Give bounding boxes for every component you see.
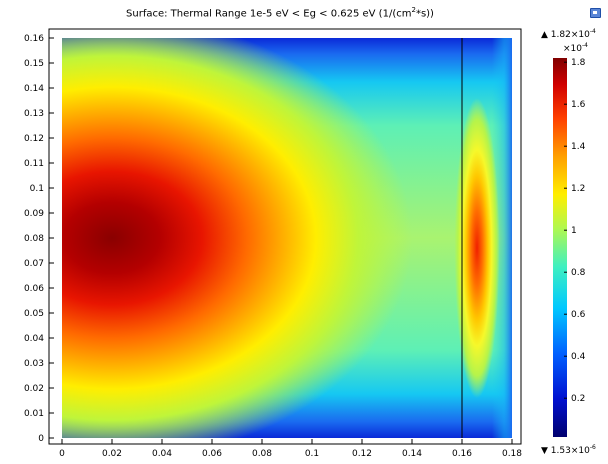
x-tick-label: 0.08 [252,449,272,459]
x-tick-label: 0.02 [102,449,122,459]
y-tick-label: 0.15 [24,59,44,69]
colorbar-tick-label: 0.8 [571,268,586,278]
y-tick-label: 0.1 [30,184,44,194]
y-tick-label: 0.12 [24,134,44,144]
plot-title: Surface: Thermal Range 1e-5 eV < Eg < 0.… [126,6,434,20]
colorbar [553,58,567,437]
y-tick-label: 0 [38,434,44,444]
colorbar-tick-label: 1.4 [571,142,586,152]
x-tick-label: 0.16 [452,449,472,459]
y-tick-label: 0.11 [24,159,44,169]
colorbar-max-label: ▲ 1.82×10-4 [541,28,596,40]
up-arrow-icon: ▲ [541,30,548,40]
y-tick-label: 0.14 [24,84,44,94]
x-tick-label: 0.18 [502,449,522,459]
y-tick-label: 0.13 [24,109,44,119]
x-tick-label: 0.12 [352,449,372,459]
window-icon[interactable] [590,8,601,18]
x-tick-label: 0.04 [152,449,172,459]
colorbar-ticks: 1.8 1.6 1.4 1.2 1 0.8 0.6 0.4 0.2 [564,58,586,404]
colorbar-tick-label: 0.6 [571,310,586,320]
colorbar-tick-label: 1.2 [571,184,585,194]
x-axis: 0 0.02 0.04 0.06 0.08 0.1 0.12 0.14 0.16 0.18 [59,439,522,459]
hotspot-secondary [442,38,512,438]
x-tick-label: 0.14 [402,449,422,459]
colorbar-tick-label: 0.4 [571,352,586,362]
colorbar-tick-label: 1 [571,226,577,236]
colorbar-tick-label: 0.2 [571,394,585,404]
y-tick-label: 0.09 [24,209,44,219]
x-tick-label: 0.1 [305,449,319,459]
colorbar-tick-label: 1.6 [571,100,586,110]
y-tick-label: 0.06 [24,284,44,294]
heat-field [62,38,512,438]
y-axis: 0 0.01 0.02 0.03 0.04 0.05 0.06 0.07 0.08 0.09 0.1… [24,34,54,444]
y-tick-label: 0.02 [24,384,44,394]
y-tick-label: 0.16 [24,34,44,44]
y-tick-label: 0.01 [24,409,44,419]
colorbar-min-label: ▼ 1.53×10-6 [541,444,596,456]
y-tick-label: 0.08 [24,234,44,244]
colorbar-scale-label: ×10-4 [563,42,588,54]
x-tick-label: 0 [59,449,65,459]
plot-frame [48,28,522,445]
y-tick-label: 0.04 [24,334,44,344]
y-tick-label: 0.07 [24,259,44,269]
hotspot-main [62,38,512,438]
x-tick-label: 0.06 [202,449,222,459]
down-arrow-icon: ▼ [541,446,548,456]
y-tick-label: 0.03 [24,359,44,369]
colorbar-tick-label: 1.8 [571,58,586,68]
y-tick-label: 0.05 [24,309,44,319]
